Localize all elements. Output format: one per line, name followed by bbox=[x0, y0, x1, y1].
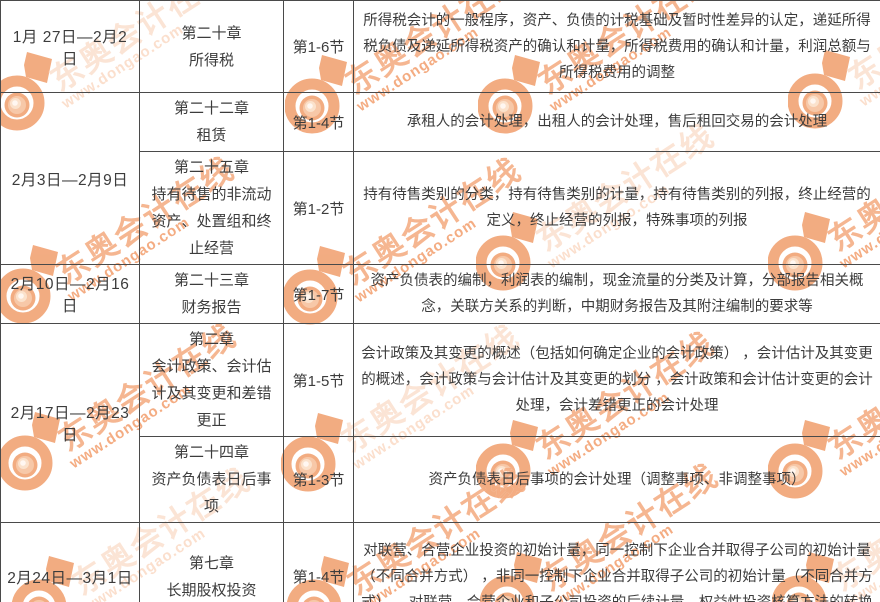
chapter-cell: 第二十二章 租赁 bbox=[139, 92, 284, 152]
chapter-cell: 第二十五章 持有待售的非流动资产、处置组和终止经营 bbox=[139, 151, 284, 265]
chapter-title: 长期股权投资 bbox=[166, 581, 257, 599]
date-cell: 2月3日—2月9日 bbox=[0, 92, 140, 265]
content-cell: 资产负债表的编制，利润表的编制，现金流量的分类及计算，分部报告相关概念，关联方关… bbox=[353, 264, 880, 324]
chapter-number: 第二十章 bbox=[181, 24, 242, 42]
chapter-title: 会计政策、会计估计及其变更和差错更正 bbox=[151, 358, 272, 429]
chapter-title: 财务报告 bbox=[181, 299, 242, 316]
table-row: 2月3日—2月9日 第二十二章 租赁 第1-4节 承租人的会计处理，出租人的会计… bbox=[0, 92, 880, 265]
chapter-number: 第七章 bbox=[188, 554, 234, 572]
date-cell: 2月10日—2月16日 bbox=[0, 264, 140, 324]
chapter-cell: 第二十四章 资产负债表日后事项 bbox=[139, 436, 284, 523]
sections-cell: 第1-5节 bbox=[283, 323, 354, 437]
table-row: 1月 27日—2月2日 第二十章 所得税 第1-6节 所得税会计的一般程序，资产… bbox=[0, 0, 880, 93]
content-cell: 会计政策及其变更的概述（包括如何确定企业的会计政策） ，会计估计及其变更的概述，… bbox=[353, 323, 880, 437]
chapter-number: 第二十五章 bbox=[173, 159, 249, 176]
content-cell: 持有待售类别的分类，持有待售类别的计量，持有待售类别的列报，终止经营的定义，终止… bbox=[353, 151, 880, 265]
content-cell: 承租人的会计处理，出租人的会计处理，售后租回交易的会计处理 bbox=[353, 92, 880, 152]
chapter-title: 资产负债表日后事项 bbox=[151, 471, 272, 515]
chapter-cell: 第二章 会计政策、会计估计及其变更和差错更正 bbox=[139, 323, 284, 437]
chapter-title: 租赁 bbox=[196, 127, 227, 144]
sections-cell: 第1-4节 bbox=[283, 92, 354, 152]
date-cell: 2月17日—2月23日 bbox=[0, 323, 140, 523]
chapter-cell: 第二十三章 财务报告 bbox=[139, 264, 284, 324]
sections-cell: 第1-6节 bbox=[283, 0, 354, 93]
chapter-number: 第二章 bbox=[188, 331, 234, 348]
chapter-title: 持有待售的非流动资产、处置组和终止经营 bbox=[151, 186, 272, 257]
chapter-number: 第二十二章 bbox=[173, 100, 249, 117]
content-cell: 所得税会计的一般程序，资产、负债的计税基础及暂时性差异的认定，递延所得税负债及递… bbox=[353, 0, 880, 93]
chapter-number: 第二十四章 bbox=[173, 444, 249, 461]
chapter-cell: 第七章 长期股权投资 bbox=[139, 522, 284, 602]
sections-cell: 第1-4节 bbox=[283, 522, 354, 602]
chapter-title: 所得税 bbox=[188, 51, 234, 69]
table-row: 2月24日—3月1日 第七章 长期股权投资 第1-4节 对联营、合营企业投资的初… bbox=[0, 522, 880, 602]
sections-cell: 第1-2节 bbox=[283, 151, 354, 265]
date-cell: 1月 27日—2月2日 bbox=[0, 0, 140, 93]
chapter-number: 第二十三章 bbox=[173, 272, 249, 289]
date-cell: 2月24日—3月1日 bbox=[0, 522, 140, 602]
sections-cell: 第1-7节 bbox=[283, 264, 354, 324]
content-cell: 对联营、合营企业投资的初始计量，同一控制下企业合并取得子公司的初始计量（不同合并… bbox=[353, 522, 880, 602]
chapter-cell: 第二十章 所得税 bbox=[139, 0, 284, 93]
table-row: 2月10日—2月16日 第二十三章 财务报告 第1-7节 资产负债表的编制，利润… bbox=[0, 264, 880, 324]
sections-cell: 第1-3节 bbox=[283, 436, 354, 523]
content-cell: 资产负债表日后事项的会计处理（调整事项、非调整事项） bbox=[353, 436, 880, 523]
table-row: 2月17日—2月23日 第二章 会计政策、会计估计及其变更和差错更正 第1-5节… bbox=[0, 323, 880, 523]
